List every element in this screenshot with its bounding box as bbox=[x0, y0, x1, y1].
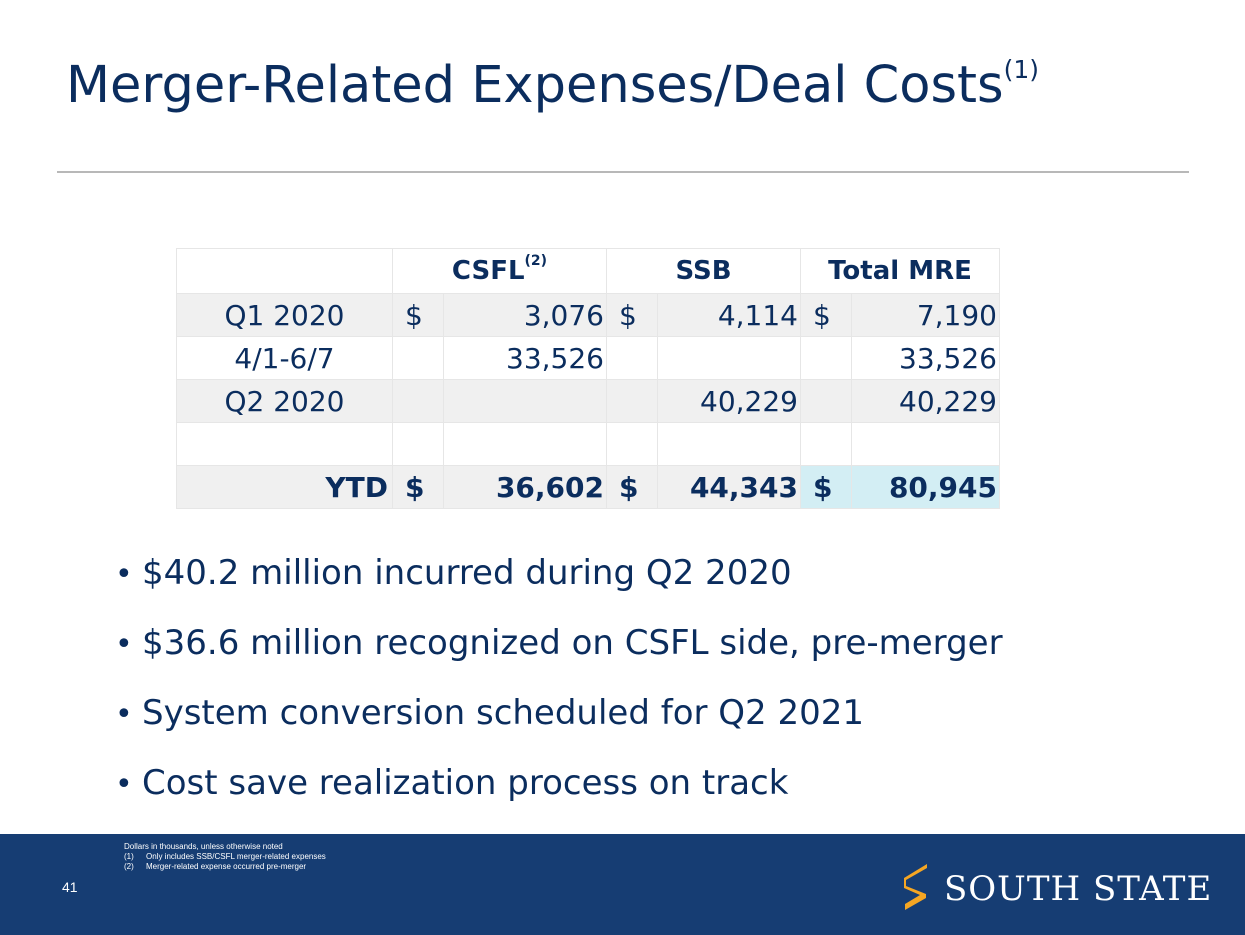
ssb-dollar-sign bbox=[606, 336, 658, 380]
total-value: 40,229 bbox=[851, 379, 1000, 423]
table-header-row: CSFL(2) SSB Total MRE bbox=[176, 248, 1000, 294]
header-ssb: SSB bbox=[606, 248, 801, 294]
page-title-footnote: (1) bbox=[1003, 55, 1040, 84]
bullet-text: Cost save realization process on track bbox=[142, 763, 789, 803]
ssb-dollar-sign: $ bbox=[606, 465, 658, 509]
footnote-1: (1) Only includes SSB/CSFL merger-related… bbox=[124, 852, 326, 862]
bullet-marker: • bbox=[115, 697, 133, 732]
row-label-ytd: YTD bbox=[176, 465, 393, 509]
total-dollar-sign bbox=[800, 422, 852, 466]
header-csfl-footnote: (2) bbox=[524, 253, 548, 270]
ssb-ytd-value: 44,343 bbox=[657, 465, 801, 509]
table-row-spacer bbox=[176, 422, 1000, 466]
ssb-dollar-sign bbox=[606, 422, 658, 466]
table-row-ytd: YTD $ 36,602 $ 44,343 $ 80,945 bbox=[176, 465, 1000, 509]
footer-bar: 41 Dollars in thousands, unless otherwis… bbox=[0, 834, 1245, 935]
total-dollar-sign bbox=[800, 336, 852, 380]
total-dollar-sign bbox=[800, 379, 852, 423]
row-label: Q1 2020 bbox=[176, 293, 393, 337]
total-value bbox=[851, 422, 1000, 466]
footnote-1-text: Only includes SSB/CSFL merger-related ex… bbox=[146, 852, 326, 861]
bullet-marker: • bbox=[115, 557, 133, 592]
bullet-text: System conversion scheduled for Q2 2021 bbox=[142, 693, 865, 733]
list-item: • System conversion scheduled for Q2 2021 bbox=[115, 688, 1003, 758]
page-title: Merger-Related Expenses/Deal Costs(1) bbox=[66, 55, 1040, 115]
csfl-value bbox=[443, 422, 607, 466]
row-label: Q2 2020 bbox=[176, 379, 393, 423]
csfl-dollar-sign bbox=[392, 422, 444, 466]
csfl-value: 3,076 bbox=[443, 293, 607, 337]
csfl-dollar-sign: $ bbox=[392, 465, 444, 509]
csfl-dollar-sign: $ bbox=[392, 293, 444, 337]
footnote-2-marker: (2) bbox=[124, 862, 134, 871]
total-dollar-sign: $ bbox=[800, 465, 852, 509]
bullet-text: $40.2 million incurred during Q2 2020 bbox=[142, 553, 792, 593]
footnote-general: Dollars in thousands, unless otherwise n… bbox=[124, 842, 283, 851]
bullet-marker: • bbox=[115, 767, 133, 802]
total-ytd-value: 80,945 bbox=[851, 465, 1000, 509]
csfl-value: 33,526 bbox=[443, 336, 607, 380]
total-value: 7,190 bbox=[851, 293, 1000, 337]
title-divider bbox=[57, 171, 1189, 173]
bullet-list: • $40.2 million incurred during Q2 2020 •… bbox=[115, 548, 1003, 828]
table-row: Q1 2020 $ 3,076 $ 4,114 $ 7,190 bbox=[176, 293, 1000, 337]
csfl-value bbox=[443, 379, 607, 423]
ssb-value: 4,114 bbox=[657, 293, 801, 337]
total-value: 33,526 bbox=[851, 336, 1000, 380]
list-item: • Cost save realization process on track bbox=[115, 758, 1003, 828]
ssb-dollar-sign: $ bbox=[606, 293, 658, 337]
row-label: 4/1-6/7 bbox=[176, 336, 393, 380]
ssb-value bbox=[657, 336, 801, 380]
header-csfl-label: CSFL bbox=[451, 256, 525, 286]
header-empty-cell bbox=[176, 248, 393, 294]
list-item: • $40.2 million incurred during Q2 2020 bbox=[115, 548, 1003, 618]
page-title-text: Merger-Related Expenses/Deal Costs bbox=[66, 56, 1004, 115]
header-total-mre: Total MRE bbox=[800, 248, 1000, 294]
footnotes: Dollars in thousands, unless otherwise n… bbox=[124, 842, 326, 872]
csfl-ytd-value: 36,602 bbox=[443, 465, 607, 509]
page-number: 41 bbox=[62, 879, 78, 895]
bullet-marker: • bbox=[115, 627, 133, 662]
row-label bbox=[176, 422, 393, 466]
table-row: Q2 2020 40,229 40,229 bbox=[176, 379, 1000, 423]
footnote-2-text: Merger-related expense occurred pre-merg… bbox=[146, 862, 307, 871]
logo-wordmark: SOUTH STATE bbox=[944, 869, 1213, 909]
list-item: • $36.6 million recognized on CSFL side, … bbox=[115, 618, 1003, 688]
footnote-1-marker: (1) bbox=[124, 852, 134, 861]
total-dollar-sign: $ bbox=[800, 293, 852, 337]
ssb-value: 40,229 bbox=[657, 379, 801, 423]
ssb-value bbox=[657, 422, 801, 466]
footnote-2: (2) Merger-related expense occurred pre-m… bbox=[124, 862, 326, 872]
south-state-logo: SOUTH STATE bbox=[898, 864, 1212, 914]
csfl-dollar-sign bbox=[392, 379, 444, 423]
csfl-dollar-sign bbox=[392, 336, 444, 380]
ssb-dollar-sign bbox=[606, 379, 658, 423]
header-csfl: CSFL(2) bbox=[392, 248, 607, 294]
bullet-text: $36.6 million recognized on CSFL side, p… bbox=[142, 623, 1003, 663]
merger-expenses-table: CSFL(2) SSB Total MRE Q1 2020 $ 3,076 $ … bbox=[176, 248, 1000, 509]
south-state-s-logo-icon bbox=[904, 864, 927, 910]
table-row: 4/1-6/7 33,526 33,526 bbox=[176, 336, 1000, 380]
